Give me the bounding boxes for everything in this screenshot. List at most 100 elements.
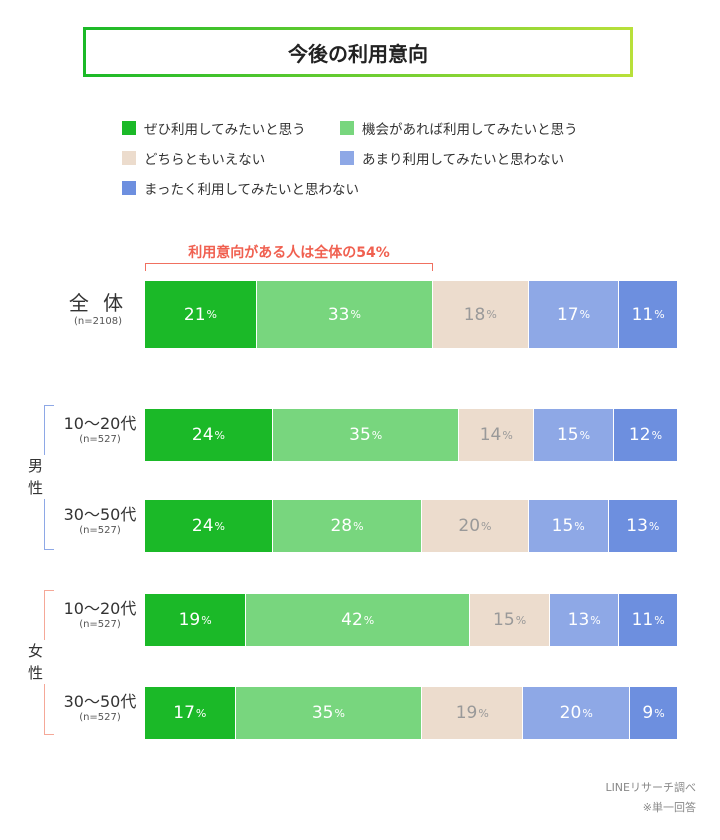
category-name: 30〜50代 (63, 505, 137, 524)
data-label: 24 (191, 516, 214, 536)
annotation-bracket (145, 263, 433, 271)
unit-label: % (363, 613, 375, 627)
data-label: 14 (479, 425, 502, 445)
data-label: 13 (567, 610, 590, 630)
data-label: 20 (559, 703, 582, 723)
legend-label: ぜひ利用してみたいと思う (144, 122, 306, 138)
bar-row: 19% 42% 15% 13% 11% (145, 594, 678, 646)
category-label: 30〜50代 (n=527) (50, 688, 150, 723)
data-label: 35 (311, 703, 334, 723)
source: LINEリサーチ調べ ※単一回答 (605, 778, 696, 818)
unit-label: % (654, 613, 665, 627)
unit-label: % (654, 308, 665, 321)
data-label: 12 (628, 425, 651, 445)
unit-label: % (648, 519, 660, 533)
unit-label: % (486, 308, 497, 321)
unit-label: % (206, 308, 217, 321)
bar-segment: 35% (272, 409, 460, 461)
category-label: 30〜50代 (n=527) (50, 501, 150, 536)
source-text: LINEリサーチ調べ (605, 781, 696, 794)
sample-size: (n=2108) (74, 316, 122, 327)
bar-segment: 17% (145, 687, 236, 739)
bar-row: 24% 35% 14% 15% 12% (145, 409, 678, 461)
bar-segment: 19% (422, 687, 524, 739)
bar-segment: 19% (145, 594, 247, 646)
data-label: 13 (626, 516, 648, 536)
bar-segment: 35% (235, 687, 423, 739)
unit-label: % (481, 519, 492, 533)
data-label: 35 (349, 425, 371, 445)
bar-row: 21% 33% 18% 17% 11% (145, 281, 678, 348)
bar-segment: 20% (523, 687, 631, 739)
category-name: 30〜50代 (63, 692, 137, 711)
unit-label: % (201, 613, 212, 627)
data-label: 19 (455, 703, 478, 723)
bar-segment: 13% (550, 594, 620, 646)
bar-segment: 9% (630, 687, 678, 739)
chart-title: 今後の利用意向 (83, 27, 633, 77)
group-label-male: 男性 (28, 455, 48, 499)
unit-label: % (214, 428, 225, 442)
data-label: 15 (493, 610, 515, 630)
group-label-female: 女性 (28, 640, 48, 684)
legend-swatch (122, 121, 136, 135)
unit-label: % (579, 428, 591, 442)
bar-segment: 17% (528, 281, 620, 348)
data-label: 42 (341, 610, 363, 630)
data-label: 24 (191, 425, 214, 445)
data-label: 20 (458, 516, 481, 536)
data-label: 21 (183, 304, 206, 325)
bar-segment: 28% (272, 500, 423, 552)
data-label: 19 (178, 610, 201, 630)
sample-size: (n=527) (79, 434, 121, 445)
legend-item: ぜひ利用してみたいと思う (122, 118, 306, 138)
unit-label: % (195, 706, 207, 720)
bar-segment: 42% (246, 594, 471, 646)
unit-label: % (478, 706, 489, 720)
category-name: 10〜20代 (63, 599, 137, 618)
bar-segment: 11% (619, 281, 678, 348)
legend-item: まったく利用してみたいと思わない (122, 178, 359, 198)
bar-segment: 11% (619, 594, 678, 646)
data-label: 28 (330, 516, 353, 536)
data-label: 15 (556, 425, 579, 445)
data-label: 33 (327, 304, 350, 325)
unit-label: % (579, 308, 591, 321)
data-label: 11 (631, 610, 654, 630)
bar-segment: 12% (614, 409, 678, 461)
bar-row: 24% 28% 20% 15% 13% (145, 500, 678, 552)
unit-label: % (353, 519, 364, 533)
unit-label: % (590, 613, 601, 627)
bar-segment: 21% (145, 281, 257, 348)
bar-row: 17% 35% 19% 20% 9% (145, 687, 678, 739)
data-label: 17 (173, 703, 195, 723)
legend-swatch (340, 151, 354, 165)
bar-segment: 15% (470, 594, 551, 646)
unit-label: % (515, 613, 527, 627)
unit-label: % (502, 428, 513, 442)
sample-size: (n=527) (79, 712, 121, 723)
legend-label: どちらともいえない (144, 152, 266, 168)
legend-item: あまり利用してみたいと思わない (340, 148, 564, 168)
legend-swatch (340, 121, 354, 135)
annotation: 利用意向がある人は全体の54% (188, 245, 390, 261)
bar-segment: 15% (534, 409, 614, 461)
unit-label: % (651, 428, 663, 442)
data-label: 11 (631, 304, 654, 325)
category-label: 全 体 (n=2108) (48, 287, 148, 327)
data-label: 15 (551, 516, 574, 536)
legend-item: 機会があれば利用してみたいと思う (340, 118, 578, 138)
bar-segment: 18% (432, 281, 529, 348)
data-label: 17 (556, 304, 579, 325)
bar-segment: 20% (422, 500, 529, 552)
sample-size: (n=527) (79, 619, 121, 630)
legend-label: 機会があれば利用してみたいと思う (362, 122, 578, 138)
bar-segment: 14% (459, 409, 535, 461)
unit-label: % (334, 706, 345, 720)
footnote: ※単一回答 (642, 801, 696, 814)
bar-segment: 13% (608, 500, 678, 552)
unit-label: % (350, 308, 361, 321)
bar-segment: 24% (145, 500, 273, 552)
category-name: 全 体 (68, 291, 128, 315)
sample-size: (n=527) (79, 525, 121, 536)
